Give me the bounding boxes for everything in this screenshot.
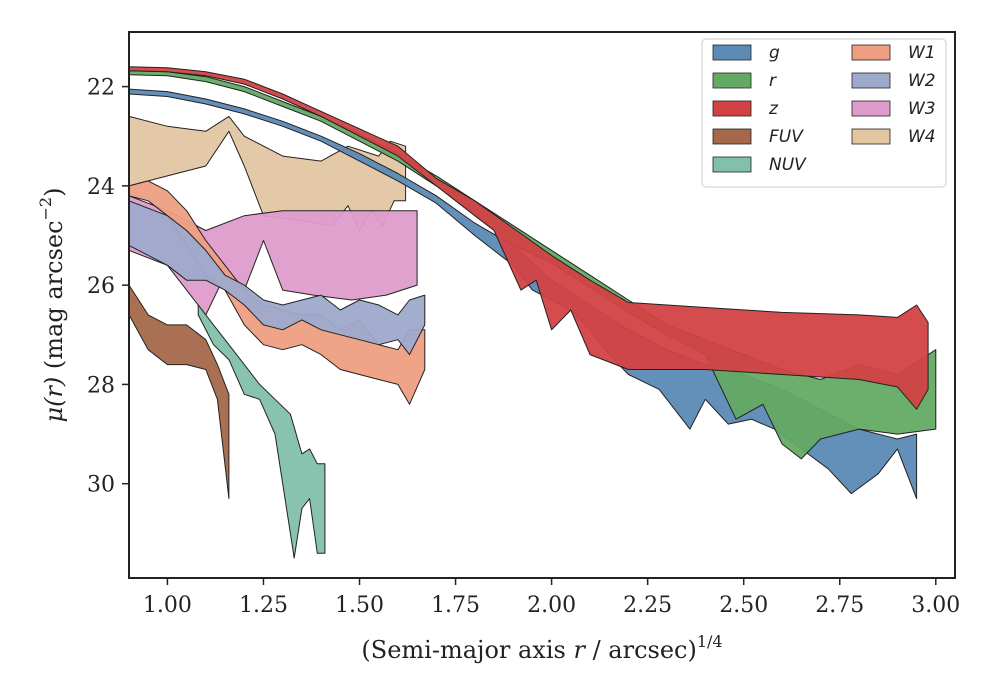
x-tick-label: 3.00: [911, 593, 960, 618]
legend-swatch-w2: [851, 72, 891, 89]
x-tick-label: 2.25: [623, 593, 672, 618]
legend-swatch-r: [712, 72, 752, 89]
legend-label-w3: W3: [908, 99, 936, 119]
x-axis-label: (Semi-major axis r / arcsec)1/4: [361, 632, 722, 664]
legend-swatch-w4: [851, 128, 891, 145]
band-w3: [129, 195, 418, 316]
legend-swatch-w3: [851, 100, 891, 117]
legend-label-r: r: [769, 71, 777, 91]
x-tick-label: 2.75: [815, 593, 864, 618]
y-tick-label: 24: [87, 175, 115, 200]
band-nuv: [197, 304, 326, 559]
y-axis-label: μ(r) (mag arcsec−2): [36, 187, 68, 422]
x-tick-label: 2.50: [719, 593, 768, 618]
legend-label-w2: W2: [908, 71, 936, 91]
legend-label-w4: W4: [908, 127, 936, 147]
legend-label-fuv: FUV: [769, 127, 804, 147]
legend-swatch-z: [712, 100, 752, 117]
y-axis: 22 24 26 28 30: [87, 76, 129, 498]
legend: grz FUV NUV W1 W2 W3 W4: [701, 38, 947, 188]
y-tick-label: 26: [87, 274, 115, 299]
legend-label-w1: W1: [908, 43, 936, 63]
band-fuv: [129, 284, 230, 500]
y-tick-label: 28: [87, 373, 115, 398]
legend-label-nuv: NUV: [769, 155, 807, 175]
band-w2: [129, 200, 426, 356]
band-g: [129, 88, 918, 500]
band-z: [129, 66, 929, 410]
x-tick-label: 2.00: [527, 593, 576, 618]
y-tick-label: 22: [87, 76, 115, 101]
legend-label-g: g: [769, 43, 780, 63]
x-tick-label: 1.50: [335, 593, 384, 618]
series-layer: [129, 66, 937, 559]
legend-swatch-g: [712, 44, 752, 61]
y-tick-label: 30: [87, 473, 115, 498]
legend-swatch-nuv: [712, 156, 752, 173]
legend-swatch-fuv: [712, 128, 752, 145]
plot-frame: [128, 31, 956, 579]
x-tick-label: 1.00: [143, 593, 192, 618]
x-tick-label: 1.75: [431, 593, 480, 618]
legend-swatch-w1: [851, 44, 891, 61]
x-tick-label: 1.25: [239, 593, 288, 618]
x-axis: 1.00 1.25 1.50 1.75 2.00 2.25 2.50 2.75 3.00: [143, 578, 960, 618]
legend-label-z: z: [768, 99, 779, 119]
